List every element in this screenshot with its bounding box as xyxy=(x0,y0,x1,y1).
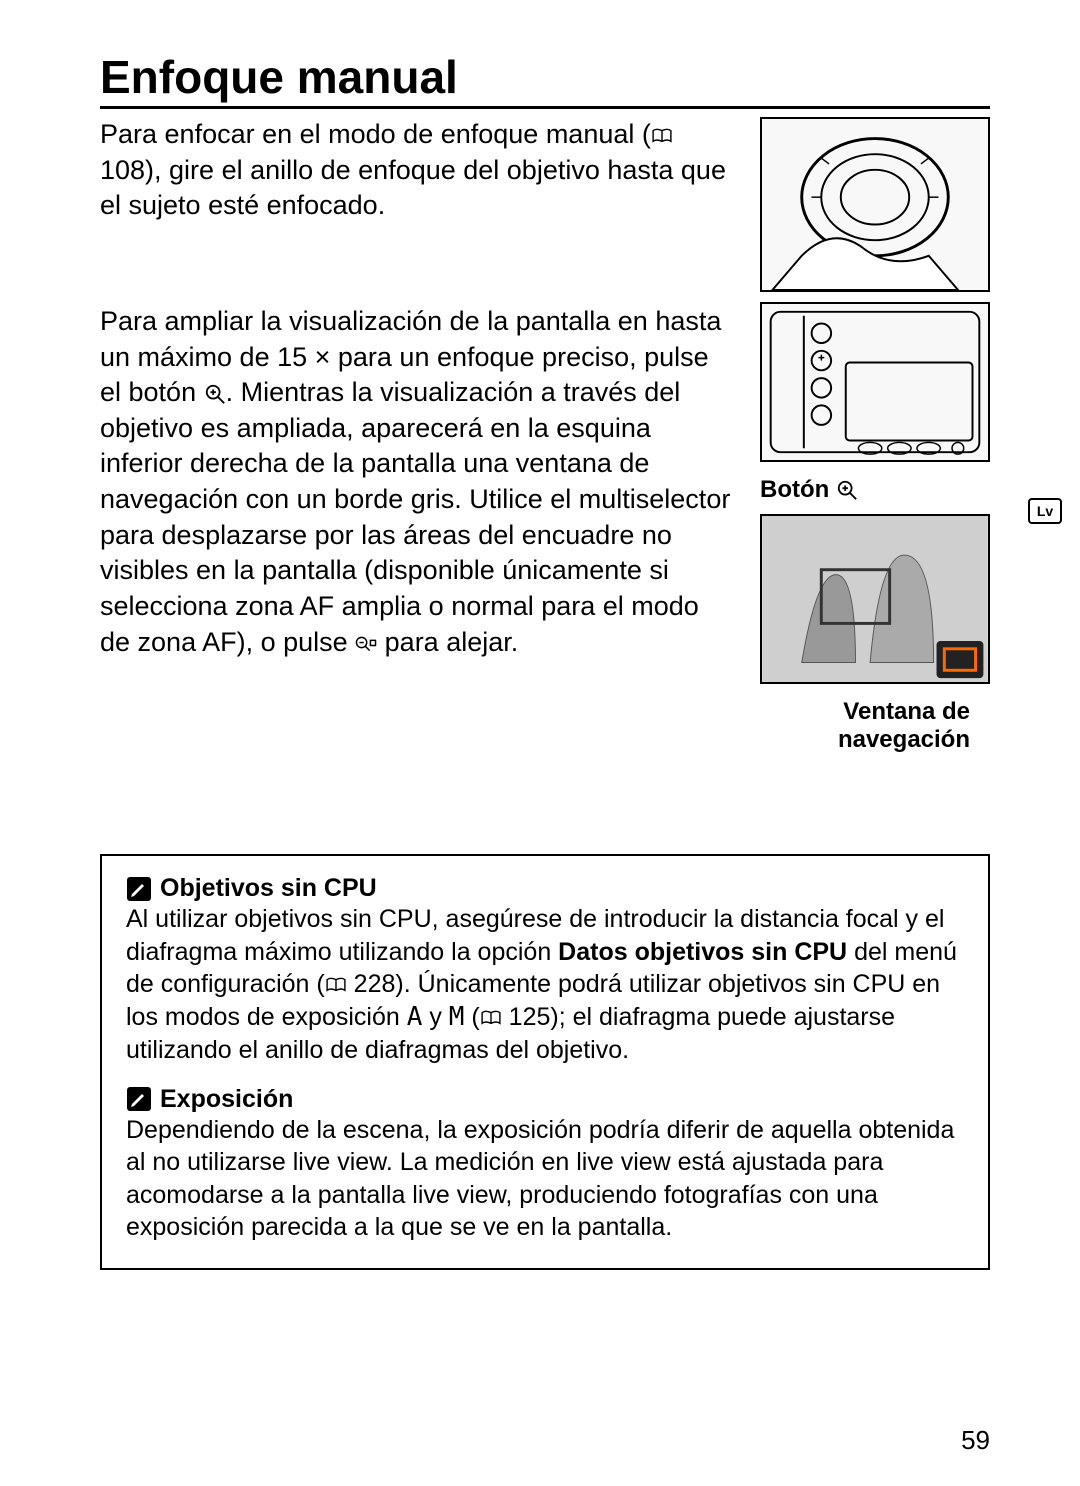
figure-nav-window xyxy=(760,514,990,684)
pencil-note-icon xyxy=(126,876,152,902)
page-number: 59 xyxy=(961,1425,990,1456)
text-column: Para enfocar en el modo de enfoque manua… xyxy=(100,117,736,754)
note2-title-row: Exposición xyxy=(126,1085,964,1114)
caption-nav-window: Ventana de navegación xyxy=(760,698,990,754)
note2-text: Dependiendo de la escena, la exposición … xyxy=(126,1114,964,1244)
note1-d: ( xyxy=(464,1003,479,1031)
liveview-tab-label: Lv xyxy=(1037,503,1053,519)
book-icon xyxy=(651,128,673,144)
caption-button: Botón xyxy=(760,476,990,504)
liveview-tab-icon: Lv xyxy=(1028,498,1062,524)
magnify-minus-icon xyxy=(355,633,377,655)
para1-part-b: 108), gire el anillo de enfoque del obje… xyxy=(100,155,726,221)
paragraph-1: Para enfocar en el modo de enfoque manua… xyxy=(100,117,736,224)
book-icon xyxy=(325,977,347,993)
para2-part-b: . Mientras la visualización a través del… xyxy=(100,377,730,656)
book-icon xyxy=(480,1010,502,1026)
para2-part-c: para alejar. xyxy=(377,627,518,657)
paragraph-2: Para ampliar la visualización de la pant… xyxy=(100,304,736,660)
figure-lens xyxy=(760,117,990,292)
para1-part-a: Para enfocar en el modo de enfoque manua… xyxy=(100,119,651,149)
glyph-mode-a: A xyxy=(407,1002,423,1032)
note1-text: Al utilizar objetivos sin CPU, asegúrese… xyxy=(126,903,964,1067)
note1-title-row: Objetivos sin CPU xyxy=(126,874,964,903)
page-title: Enfoque manual xyxy=(100,50,990,109)
caption-button-text: Botón xyxy=(760,476,836,503)
magnify-plus-icon xyxy=(204,383,226,405)
magnify-plus-icon xyxy=(836,479,858,501)
note1-title: Objetivos sin CPU xyxy=(160,874,377,903)
figure-camera-back xyxy=(760,302,990,462)
notes-box: Objetivos sin CPU Al utilizar objetivos … xyxy=(100,854,990,1270)
image-column: Botón Ventana de navegación xyxy=(760,117,990,754)
pencil-note-icon xyxy=(126,1086,152,1112)
note1-c: y xyxy=(422,1003,448,1031)
note2-title: Exposición xyxy=(160,1085,293,1114)
content-row: Para enfocar en el modo de enfoque manua… xyxy=(100,117,990,754)
note1-bold: Datos objetivos sin CPU xyxy=(558,938,847,966)
glyph-mode-m: M xyxy=(449,1002,465,1032)
